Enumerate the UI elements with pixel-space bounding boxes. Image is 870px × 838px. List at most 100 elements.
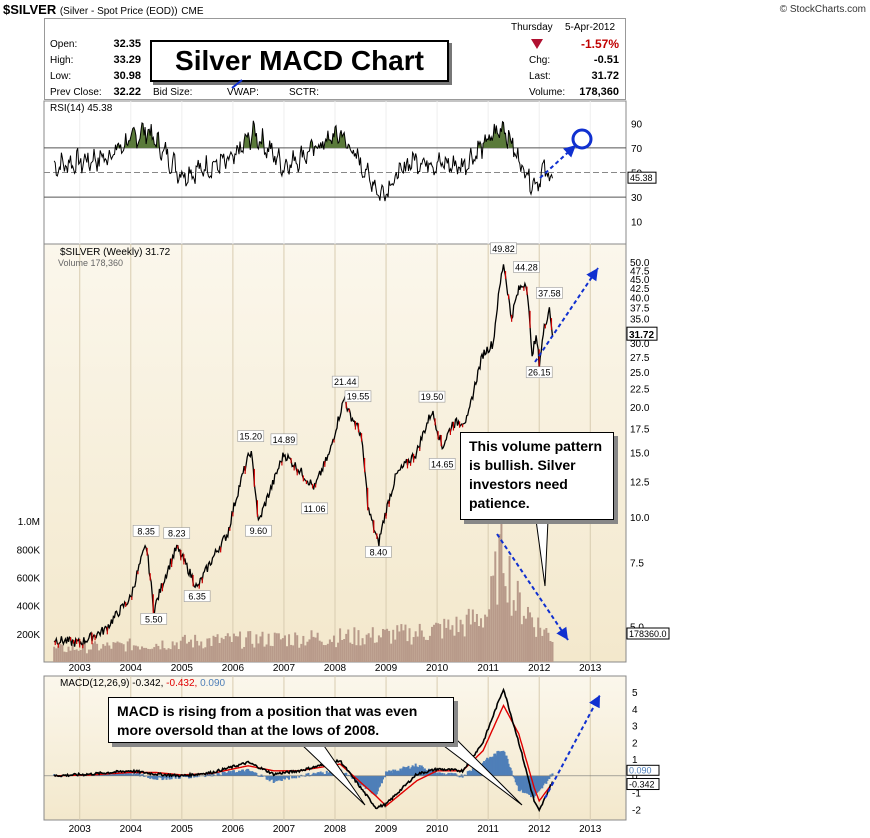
macd-callout-pointer-left [299, 742, 366, 806]
macd-histogram-bar [124, 773, 127, 776]
volume-bar [275, 633, 278, 662]
macd-histogram-bar [359, 775, 362, 783]
volume-bar [85, 653, 88, 662]
x-tick-label: 2003 [69, 663, 92, 674]
volume-bar [535, 636, 538, 662]
macd-histogram-bar [390, 770, 393, 776]
macd-histogram-bar [198, 775, 201, 777]
macd-histogram-bar [161, 775, 164, 781]
volume-bar [510, 615, 513, 662]
price-label: 44.28 [515, 262, 538, 272]
volume-bar [447, 619, 450, 662]
volume-bar [335, 647, 338, 662]
volume-bar [549, 640, 552, 662]
volume-bar [138, 649, 141, 662]
volume-bar [388, 630, 391, 662]
volume-bar [308, 639, 311, 662]
volume-bar [328, 639, 331, 662]
macd-histogram-bar [230, 773, 233, 776]
macd-x-tick-label: 2003 [69, 824, 92, 835]
price-label: 8.40 [370, 547, 388, 557]
volume-bar [283, 635, 286, 662]
volume-bar [96, 643, 99, 662]
volume-bar [67, 646, 70, 662]
volume-bar [545, 628, 548, 662]
volume-bar [196, 640, 199, 662]
volume-bar [55, 648, 58, 662]
volume-bar [508, 556, 511, 662]
volume-title: Volume 178,360 [58, 258, 123, 268]
macd-histogram-bar [241, 769, 244, 776]
price-tick-label: 50.0 [630, 258, 650, 269]
volume-bar [465, 614, 468, 662]
macd-histogram-bar [344, 773, 347, 776]
prev-close-value: 32.22 [113, 86, 141, 98]
macd-histogram-bar [248, 770, 251, 776]
macd-histogram-bar [386, 772, 389, 776]
macd-tick-label: 1 [632, 755, 638, 766]
volume-bar [518, 592, 521, 662]
volume-bar [355, 645, 358, 662]
macd-tick-label: 0 [632, 772, 638, 783]
macd-histogram-bar [252, 771, 255, 776]
macd-histogram-bar [110, 774, 113, 776]
volume-bar [343, 639, 346, 662]
macd-histogram-bar [469, 771, 472, 776]
macd-histogram-bar [460, 774, 463, 776]
macd-histogram-bar [287, 775, 290, 779]
price-label-box [490, 242, 517, 255]
price-label-box [365, 546, 392, 558]
volume-bar [222, 639, 225, 662]
x-tick-label: 2009 [375, 663, 398, 674]
macd-histogram-bar [404, 768, 407, 776]
volume-bar [100, 648, 103, 662]
volume-bar [110, 648, 113, 662]
macd-histogram-bar [222, 773, 225, 776]
credit[interactable]: © StockCharts.com [779, 4, 866, 15]
macd-histogram-bar [275, 775, 278, 782]
macd-histogram-bar [324, 774, 327, 776]
exchange: CME [181, 6, 204, 17]
volume-bar [243, 647, 246, 662]
volume-bar [114, 642, 117, 662]
macd-histogram-bar [149, 775, 152, 779]
high-label: High: [50, 55, 74, 66]
macd-histogram-bar [107, 773, 110, 776]
price-tick-label: 47.5 [630, 266, 650, 277]
macd-histogram-bar [512, 775, 515, 778]
macd-histogram-bar [288, 775, 291, 780]
macd-histogram-bar [548, 775, 551, 780]
macd-histogram-bar [291, 775, 294, 779]
price-label-box [132, 525, 160, 537]
volume-bar [183, 634, 186, 662]
macd-histogram-bar [153, 775, 156, 780]
volume-bar [469, 624, 472, 662]
macd-histogram-bar [473, 769, 476, 776]
price-last-box [626, 326, 658, 341]
macd-histogram-bar [212, 773, 215, 776]
volume-tick-label: 600K [17, 573, 41, 584]
rsi-tick-label: 30 [631, 193, 643, 204]
macd-histogram-bar [418, 765, 421, 776]
macd-histogram-bar [220, 775, 223, 776]
macd-histogram-bar [496, 751, 499, 776]
volume-bar [312, 636, 315, 662]
macd-histogram-bar [286, 775, 289, 777]
macd-histogram-bar [356, 775, 359, 781]
volume-last-value: 178360.0 [629, 629, 667, 639]
macd-histogram-bar [436, 772, 439, 776]
macd-histogram-bar [453, 773, 456, 776]
volume-bar [337, 642, 340, 662]
macd-histogram-bar [380, 775, 383, 784]
macd-histogram-bar [157, 775, 160, 777]
volume-bar [120, 643, 123, 662]
macd-histogram-bar [428, 769, 431, 776]
macd-histogram-bar [223, 771, 226, 776]
price-tick-label: 45.0 [630, 275, 650, 286]
macd-histogram-bar [379, 775, 382, 783]
macd-histogram-bar [370, 775, 373, 794]
volume-bar [69, 650, 72, 662]
macd-histogram-bar [325, 770, 328, 776]
macd-histogram-bar [421, 766, 424, 776]
volume-bar [134, 645, 137, 662]
